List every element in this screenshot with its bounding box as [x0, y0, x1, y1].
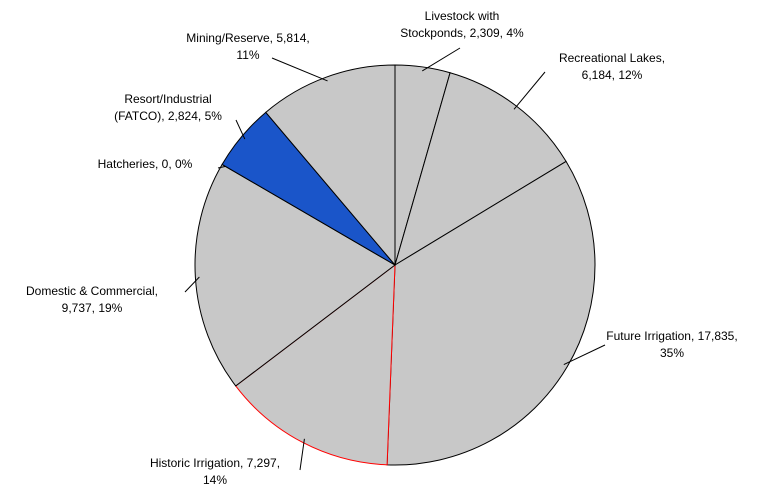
leader-line	[563, 344, 606, 366]
pie-slice	[386, 160, 596, 466]
data-label: Domestic & Commercial, 9,737, 19%	[26, 284, 158, 315]
data-label: Future Irrigation, 17,835, 35%	[606, 329, 737, 360]
pie-slice	[235, 263, 396, 466]
data-label: Hatcheries, 0, 0%	[98, 157, 193, 171]
data-label-line: Domestic & Commercial,	[26, 284, 158, 298]
data-label: Livestock with Stockponds, 2,309, 4%	[400, 9, 524, 40]
leader-line	[299, 438, 305, 471]
data-label-line: Mining/Reserve, 5,814,	[186, 31, 309, 45]
data-label-line: Hatcheries, 0, 0%	[98, 157, 193, 171]
leader-line	[184, 276, 200, 293]
data-label: Mining/Reserve, 5,814, 11%	[186, 31, 309, 62]
data-label-line: (FATCO), 2,824, 5%	[114, 109, 222, 123]
data-label-line: Stockponds, 2,309, 4%	[400, 26, 524, 40]
data-label-line: 14%	[203, 473, 227, 487]
leader-line	[421, 47, 461, 72]
data-label: Recreational Lakes, 6,184, 12%	[559, 51, 665, 82]
data-label-line: Future Irrigation, 17,835,	[606, 329, 737, 343]
data-label-line: 11%	[236, 48, 259, 62]
data-label-line: 6,184, 12%	[582, 68, 643, 82]
data-label: Resort/Industrial (FATCO), 2,824, 5%	[114, 92, 222, 123]
data-label-line: 35%	[660, 346, 684, 360]
leader-line	[217, 165, 226, 169]
data-label-line: Livestock with	[425, 9, 500, 23]
pie-slice	[194, 163, 396, 387]
leader-line	[271, 57, 328, 82]
data-label-line: Recreational Lakes,	[559, 51, 665, 65]
data-label-line: Historic Irrigation, 7,297,	[150, 456, 280, 470]
data-label: Historic Irrigation, 7,297, 14%	[150, 456, 280, 487]
data-label-line: Resort/Industrial	[124, 92, 211, 106]
data-label-line: 9,737, 19%	[62, 301, 123, 315]
leader-line	[513, 71, 546, 110]
pie-slice	[265, 64, 396, 267]
leader-line	[235, 119, 246, 140]
